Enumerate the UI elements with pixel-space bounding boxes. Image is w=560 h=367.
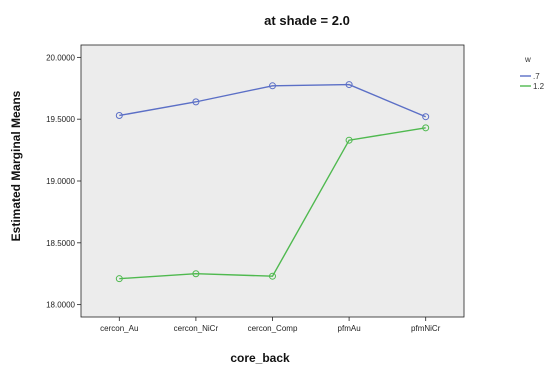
x-axis: cercon_Au cercon_NiCr cercon_Comp pfmAu pfmN… (100, 317, 441, 333)
data-point (269, 82, 276, 90)
data-point (422, 124, 430, 132)
data-point (345, 81, 353, 89)
series-line (119, 127, 426, 280)
x-axis-title: core_back (230, 351, 290, 365)
x-tick-label: pfmAu (338, 324, 361, 333)
y-tick-label: 19.5000 (46, 115, 75, 124)
legend: w .71.2 (520, 55, 545, 91)
x-tick-label: cercon_Comp (248, 324, 298, 333)
data-point (192, 98, 200, 106)
data-point (422, 113, 430, 121)
data-point (269, 272, 276, 280)
data-point (115, 111, 123, 119)
legend-label: .7 (533, 72, 540, 81)
y-axis-title: Estimated Marginal Means (9, 90, 23, 241)
series-layer (115, 81, 430, 283)
legend-label: 1.2 (533, 82, 545, 91)
y-axis: 18.0000 18.5000 19.0000 19.5000 20.0000 (46, 53, 81, 310)
data-point (345, 136, 353, 144)
data-point (115, 275, 123, 283)
x-tick-label: pfmNiCr (411, 324, 441, 333)
x-tick-label: cercon_Au (100, 324, 138, 333)
legend-title: w (524, 55, 531, 64)
y-tick-label: 19.0000 (46, 177, 75, 186)
y-tick-label: 20.0000 (46, 53, 75, 62)
plot-area (80, 44, 465, 318)
y-tick-label: 18.5000 (46, 239, 75, 248)
data-point (192, 270, 200, 278)
chart-title: at shade = 2.0 (264, 13, 350, 28)
series-line (119, 83, 426, 118)
x-tick-label: cercon_NiCr (174, 324, 219, 333)
y-tick-label: 18.0000 (46, 301, 75, 310)
